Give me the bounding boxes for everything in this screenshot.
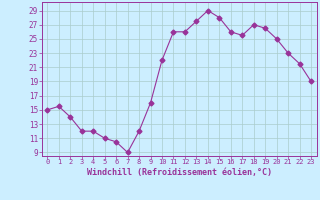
X-axis label: Windchill (Refroidissement éolien,°C): Windchill (Refroidissement éolien,°C) (87, 168, 272, 177)
